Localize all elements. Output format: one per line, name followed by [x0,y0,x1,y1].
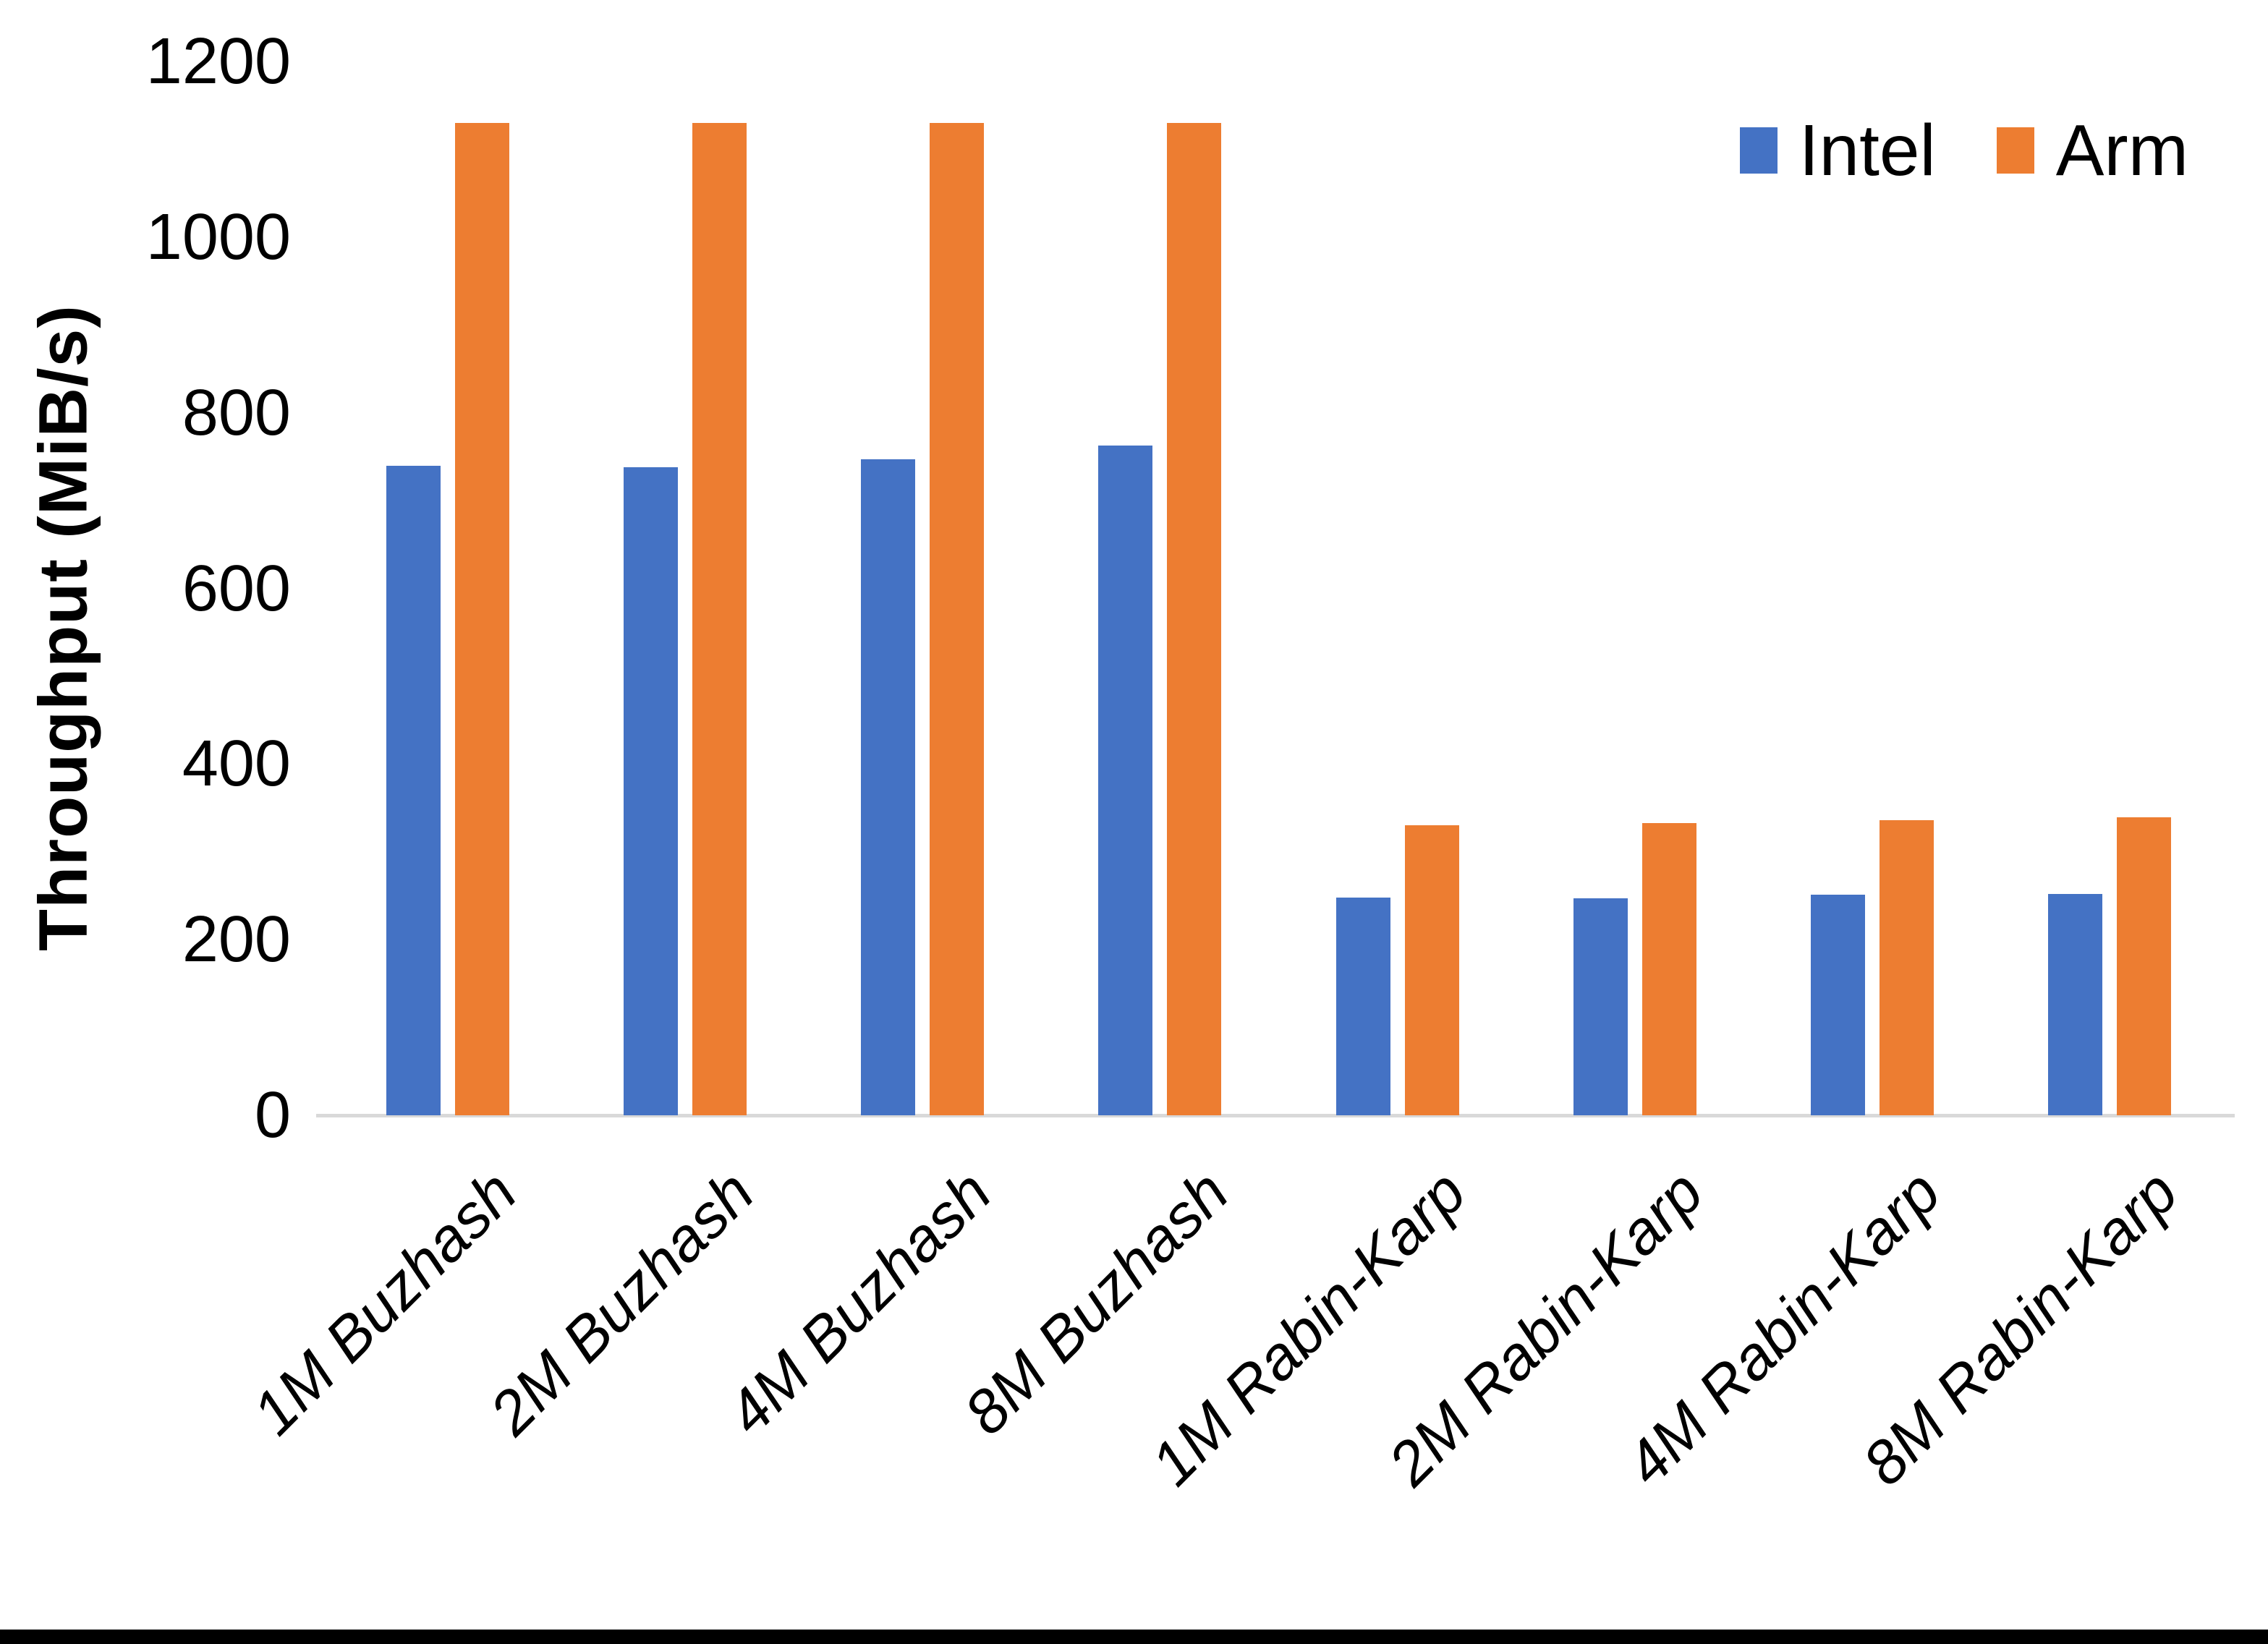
legend-item-intel: Intel [1739,110,1936,191]
y-axis-tick-label: 600 [182,552,291,625]
legend: Intel Arm [1739,110,2188,191]
y-axis-tick-label: 800 [182,376,291,449]
bar-arm-8m-buzhash [1167,123,1222,1115]
bar-intel-1m-rabin-karp [1335,897,1390,1115]
x-axis-line [316,1114,2235,1117]
y-axis-tick-label: 1000 [145,200,291,273]
bar-arm-2m-rabin-karp [1641,822,1696,1115]
bar-arm-4m-rabin-karp [1879,820,1934,1115]
legend-swatch-arm [1996,127,2034,174]
bar-arm-8m-rabin-karp [2116,817,2171,1115]
bar-intel-2m-rabin-karp [1573,898,1628,1115]
bar-arm-4m-buzhash [930,123,985,1115]
bar-intel-8m-rabin-karp [2047,894,2102,1115]
bar-arm-1m-buzhash [455,123,510,1115]
bottom-edge-bar [0,1630,2268,1644]
bar-arm-2m-buzhash [692,123,747,1115]
y-axis-tick-label: 1200 [145,25,291,98]
bar-intel-8m-buzhash [1098,445,1153,1115]
plot-area [329,61,2228,1115]
bar-intel-4m-rabin-karp [1810,895,1865,1115]
legend-label-arm: Arm [2055,110,2188,191]
y-axis-tick-label: 200 [182,903,291,976]
bar-intel-1m-buzhash [386,465,441,1115]
legend-swatch-intel [1739,127,1778,174]
y-axis-tick-label: 0 [254,1079,291,1151]
legend-item-arm: Arm [1996,110,2188,191]
legend-label-intel: Intel [1798,110,1936,191]
bar-intel-2m-buzhash [624,467,679,1115]
bar-intel-4m-buzhash [861,459,916,1115]
y-axis-tick-label: 400 [182,728,291,801]
bar-arm-1m-rabin-karp [1404,825,1459,1115]
